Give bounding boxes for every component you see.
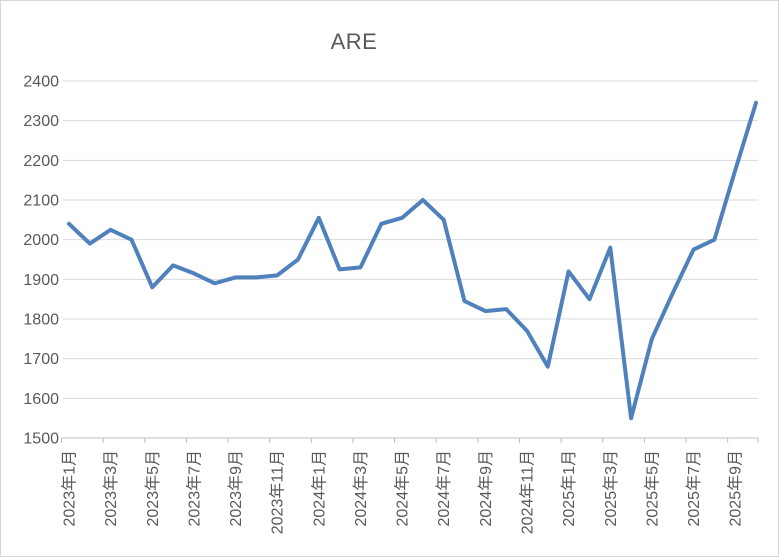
chart-title: ARE	[330, 29, 378, 54]
y-axis-tick-label: 2000	[23, 232, 59, 249]
x-axis-tick-label: 2025年1月	[560, 450, 578, 527]
x-axis-tick-label: 2023年1月	[61, 450, 79, 527]
x-axis-tick-label: 2024年3月	[352, 450, 370, 527]
x-axis-tick-label: 2025年5月	[643, 450, 661, 527]
x-axis-tick-label: 2025年7月	[685, 450, 703, 527]
y-axis-tick-label: 2200	[23, 153, 59, 170]
x-axis-tick-label: 2024年1月	[310, 450, 328, 527]
x-axis-tick-label: 2023年7月	[185, 450, 203, 527]
x-axis-tick-label: 2025年3月	[602, 450, 620, 527]
y-axis-tick-label: 1900	[23, 272, 59, 289]
x-axis-tick-label: 2024年7月	[435, 450, 453, 527]
x-axis-tick-label: 2024年5月	[394, 450, 412, 527]
x-axis-tick-label: 2025年9月	[727, 450, 745, 527]
y-axis-tick-label: 2400	[23, 74, 59, 91]
x-axis-tick-label: 2024年11月	[518, 450, 536, 534]
x-axis-tick-label: 2023年11月	[269, 450, 287, 534]
y-axis-tick-label: 2300	[23, 113, 59, 130]
series-line-are	[67, 100, 758, 421]
x-axis-tick-label: 2023年3月	[102, 450, 120, 527]
y-axis-tick-label: 1500	[23, 431, 59, 448]
x-axis-tick-label: 2024年9月	[477, 450, 495, 527]
y-axis-tick-label: 1600	[23, 391, 59, 408]
y-axis-tick-label: 1700	[23, 351, 59, 368]
x-axis-tick-label: 2023年9月	[227, 450, 245, 527]
y-axis-tick-label: 2100	[23, 193, 59, 210]
y-axis-tick-label: 1800	[23, 312, 59, 329]
x-axis-tick-label: 2023年5月	[144, 450, 162, 527]
